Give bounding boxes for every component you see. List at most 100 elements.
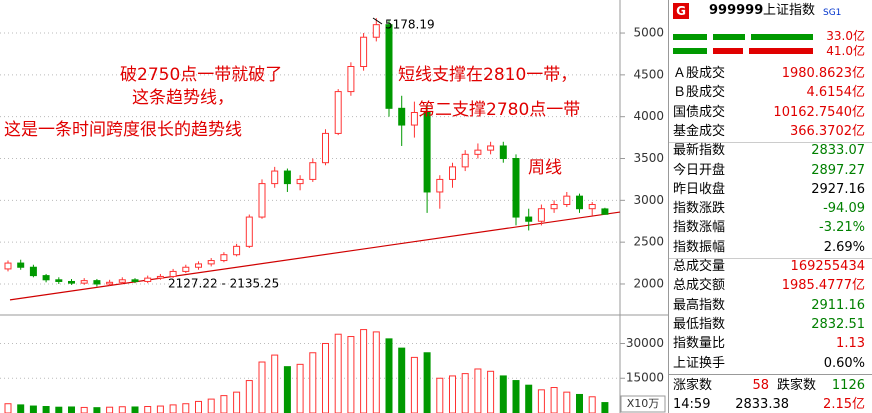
trendline [9, 211, 621, 301]
row-value: 0.60% [823, 355, 865, 371]
row-value: 1980.8623亿 [781, 66, 865, 81]
separator [669, 374, 872, 375]
row-label: 昨日收盘 [673, 181, 726, 197]
candle-body [207, 260, 215, 265]
candle-body [576, 195, 583, 210]
volume-bar [436, 377, 444, 413]
volume-bar [55, 406, 63, 413]
candle-body [474, 149, 482, 155]
candle-body [512, 158, 520, 218]
volume-bar [347, 336, 355, 413]
candle-body [499, 145, 507, 160]
annotation: 这条趋势线， [132, 88, 234, 108]
bar-seg [751, 34, 813, 40]
row-value: 2897.27 [811, 162, 865, 178]
volume-bar [80, 406, 88, 413]
volume-bar [360, 329, 368, 413]
row-value: 2832.51 [811, 316, 865, 332]
volume-bar [563, 391, 571, 413]
volume-bar [169, 404, 177, 413]
volume-bar [512, 380, 520, 413]
candle-body [258, 183, 266, 218]
candle-body [436, 178, 444, 193]
y-tick-label: 2500 [633, 235, 664, 249]
volume-bar [588, 396, 596, 413]
volume-bar [195, 400, 202, 413]
volume-bar [68, 406, 75, 413]
candle-body [144, 277, 152, 282]
volume-bar [245, 380, 253, 413]
row-label: Ａ股成交 [673, 66, 726, 81]
candle-body [68, 280, 75, 284]
chart: 2000 2500 3000 3500 4000 4500 5000 破2750点一带就破了这… [0, 0, 668, 413]
row-label: 基金成交 [673, 123, 726, 139]
volume-bar [410, 356, 418, 413]
row-label: 指数振幅 [673, 239, 726, 255]
volume-bar [461, 373, 469, 413]
volume-bar [93, 407, 101, 413]
peak-arrow [372, 17, 383, 25]
row-value: 2927.16 [811, 181, 865, 197]
row-label: 最新指数 [673, 143, 726, 159]
separator [669, 141, 872, 143]
annotation: 这是一条时间跨度很长的趋势线 [4, 120, 242, 140]
volume-bar [156, 405, 164, 413]
volume-bar [207, 398, 215, 413]
candle-body [550, 204, 558, 210]
candle-body [283, 170, 291, 185]
candle-body [398, 107, 406, 126]
volume-bar [537, 389, 545, 413]
candle-body [80, 280, 88, 284]
volume-bar [118, 406, 126, 413]
candle-body [182, 266, 190, 272]
bar-label: 41.0亿 [826, 44, 865, 58]
candle-body [118, 279, 126, 283]
code: 999999 [709, 3, 764, 18]
bar-seg [673, 48, 707, 54]
candle-body [93, 280, 101, 285]
peak-label: 5178.19 [385, 18, 435, 32]
candle-body [195, 263, 202, 268]
volume-bar [550, 387, 558, 413]
y-tick-label: 4000 [633, 109, 664, 123]
row-label: 今日开盘 [673, 162, 726, 178]
row-value: 2833.07 [811, 143, 865, 159]
quote-panel: G 999999 上证指数 SG1 33.0亿 41.0亿 涨家数 58 跌家数… [668, 0, 872, 413]
volume-bar [309, 352, 317, 413]
row-label: 指数涨跌 [673, 201, 726, 217]
row-label: Ｂ股成交 [673, 85, 726, 101]
row-label: 最低指数 [673, 316, 726, 332]
annotation: 第二支撑2780点一带 [418, 100, 580, 120]
annotation: 破2750点一带就破了 [120, 65, 282, 85]
volume-bar [220, 395, 228, 413]
volume-bar [449, 375, 456, 413]
row-value: 1985.4777亿 [781, 278, 865, 294]
volume-bar [258, 361, 266, 413]
y-tick-label: 5000 [633, 26, 664, 40]
y-tick-label: 2000 [633, 276, 664, 290]
tag: SG1 [823, 8, 842, 18]
candle-body [29, 266, 37, 277]
candle-body [423, 112, 431, 193]
candle-body [372, 24, 380, 38]
volume-bar [283, 366, 291, 413]
candle-body [449, 166, 456, 180]
bar-label: 33.0亿 [826, 29, 865, 43]
annotation: 短线支撑在2810一带， [398, 65, 577, 85]
candle-body [55, 279, 63, 282]
candle-body [410, 112, 418, 126]
unit-label: X10万 [627, 397, 660, 410]
row-value: 10162.7540亿 [773, 104, 865, 120]
row-label: 国债成交 [673, 104, 726, 120]
unit-box [620, 395, 666, 413]
volume-bar [131, 406, 139, 413]
volume-bar [17, 404, 25, 413]
candle-body [220, 254, 228, 262]
candle-body [537, 208, 545, 222]
volume-bar [322, 342, 329, 413]
decline-label: 跌家数 [777, 378, 817, 393]
row-label: 最高指数 [673, 297, 726, 313]
decline: 1126 [831, 378, 865, 393]
row-label: 上证换手 [673, 355, 726, 371]
